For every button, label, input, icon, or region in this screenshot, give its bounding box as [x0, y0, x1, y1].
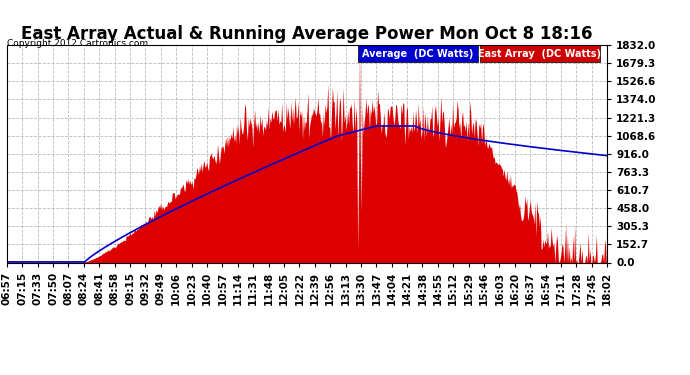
FancyBboxPatch shape: [358, 45, 478, 62]
FancyBboxPatch shape: [480, 45, 600, 62]
Text: East Array  (DC Watts): East Array (DC Watts): [478, 49, 602, 59]
Text: Copyright 2012 Cartronics.com: Copyright 2012 Cartronics.com: [7, 39, 148, 48]
Text: Average  (DC Watts): Average (DC Watts): [362, 49, 474, 59]
Title: East Array Actual & Running Average Power Mon Oct 8 18:16: East Array Actual & Running Average Powe…: [21, 26, 593, 44]
